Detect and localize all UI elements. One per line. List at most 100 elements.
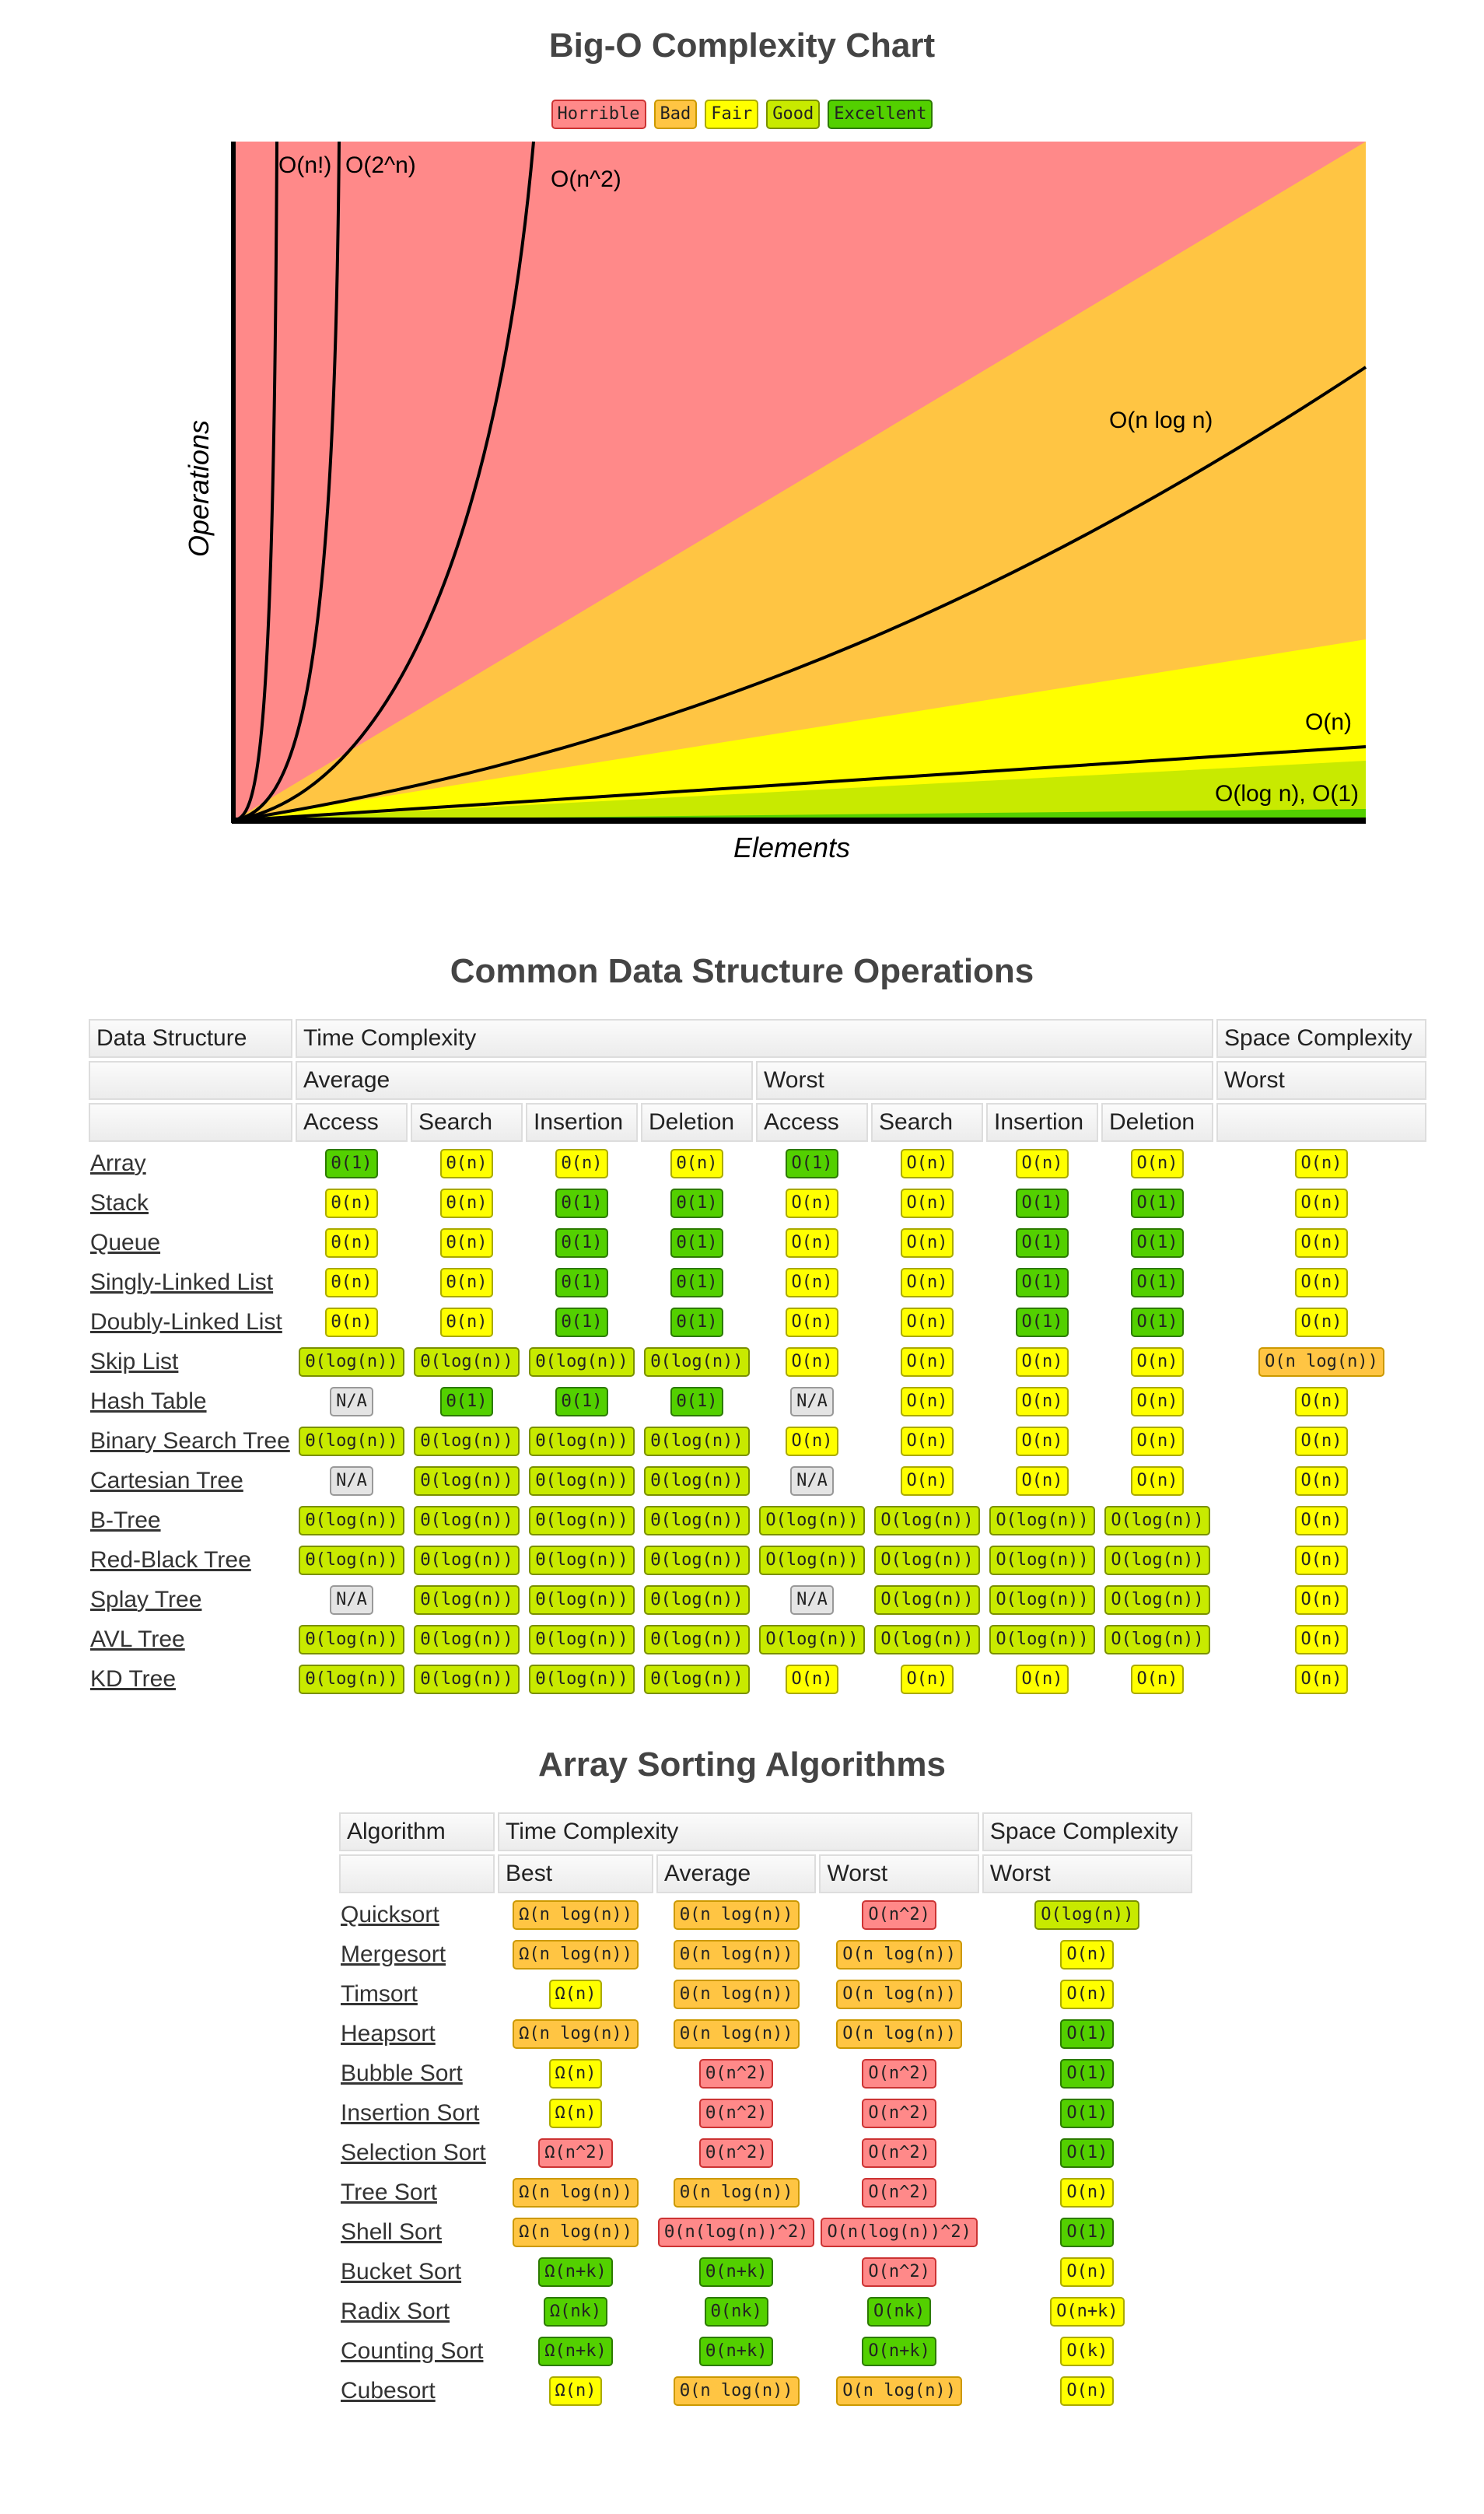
table-row: Counting Sort Ω(n+k) Θ(n+k) O(n+k) O(k) [339, 2333, 1192, 2369]
complexity-badge: N/A [330, 1585, 373, 1615]
complexity-cell: Θ(1) [411, 1383, 523, 1420]
complexity-cell: O(n) [871, 1185, 983, 1221]
complexity-cell: O(n) [871, 1343, 983, 1380]
complexity-cell: O(n) [871, 1224, 983, 1261]
link-singly-linked-list[interactable]: Singly-Linked List [90, 1269, 274, 1295]
link-timsort[interactable]: Timsort [341, 1980, 418, 2007]
legend-good: Good [766, 100, 821, 129]
complexity-badge: Θ(n) [439, 1189, 494, 1218]
table-row: Bucket Sort Ω(n+k) Θ(n+k) O(n^2) O(n) [339, 2253, 1192, 2290]
sorting-table: Algorithm Time Complexity Space Complexi… [336, 1809, 1195, 2412]
complexity-badge: Θ(n(log(n))^2) [658, 2218, 815, 2247]
complexity-cell: Θ(log(n)) [641, 1661, 753, 1697]
complexity-cell: O(n) [1101, 1145, 1213, 1182]
complexity-badge: Θ(n log(n)) [673, 2178, 800, 2208]
complexity-badge: Θ(1) [670, 1228, 724, 1258]
link-skip-list[interactable]: Skip List [90, 1348, 179, 1374]
complexity-badge: O(n) [785, 1347, 839, 1377]
complexity-cell: O(1) [1101, 1264, 1213, 1301]
label-n-squared: O(n^2) [551, 166, 621, 192]
complexity-badge: O(n^2) [862, 2059, 936, 2089]
link-bucket-sort[interactable]: Bucket Sort [341, 2258, 462, 2285]
complexity-badge: Θ(n) [324, 1228, 379, 1258]
complexity-badge: Θ(log(n)) [529, 1665, 635, 1694]
complexity-cell: O(n) [1101, 1343, 1213, 1380]
complexity-badge: O(n) [1294, 1585, 1349, 1615]
complexity-badge: O(1) [1015, 1189, 1069, 1218]
complexity-cell: O(n) [871, 1661, 983, 1697]
complexity-badge: Θ(1) [670, 1308, 724, 1337]
complexity-cell: O(n) [756, 1343, 868, 1380]
link-binary-search-tree[interactable]: Binary Search Tree [90, 1427, 290, 1454]
complexity-badge: Θ(log(n)) [644, 1506, 750, 1535]
link-cubesort[interactable]: Cubesort [341, 2377, 436, 2404]
complexity-cell: Θ(log(n)) [296, 1621, 408, 1658]
link-queue[interactable]: Queue [90, 1229, 161, 1255]
link-doubly-linked-list[interactable]: Doubly-Linked List [90, 1308, 282, 1335]
complexity-badge: O(n^2) [862, 1900, 936, 1930]
complexity-badge: Θ(1) [555, 1189, 609, 1218]
complexity-cell: Θ(log(n)) [526, 1542, 638, 1578]
complexity-cell: Θ(log(n)) [641, 1581, 753, 1618]
link-counting-sort[interactable]: Counting Sort [341, 2337, 484, 2364]
complexity-cell: Θ(1) [526, 1185, 638, 1221]
complexity-cell: Θ(n) [296, 1304, 408, 1340]
complexity-cell: Θ(log(n)) [526, 1423, 638, 1459]
link-mergesort[interactable]: Mergesort [341, 1941, 446, 1967]
link-array[interactable]: Array [90, 1150, 146, 1176]
link-cartesian-tree[interactable]: Cartesian Tree [90, 1467, 243, 1493]
header-search-worst: Search [871, 1103, 983, 1142]
complexity-badge: O(n) [1294, 1427, 1349, 1456]
complexity-cell: O(n) [871, 1145, 983, 1182]
complexity-badge: Ω(n+k) [538, 2257, 613, 2287]
complexity-cell: O(n) [1101, 1661, 1213, 1697]
complexity-badge: O(log(n)) [874, 1625, 980, 1654]
complexity-cell: O(log(n)) [986, 1502, 1098, 1539]
row-name-cell: Cartesian Tree [89, 1462, 292, 1499]
link-red-black-tree[interactable]: Red-Black Tree [90, 1546, 251, 1573]
complexity-badge: O(n) [1130, 1149, 1185, 1178]
complexity-cell: Ω(n log(n)) [498, 1936, 653, 1973]
complexity-badge: Θ(log(n)) [414, 1546, 520, 1575]
complexity-badge: O(1) [1060, 2138, 1115, 2168]
complexity-badge: O(1) [1130, 1308, 1185, 1337]
complexity-badge: O(n) [1130, 1387, 1185, 1416]
link-b-tree[interactable]: B-Tree [90, 1507, 161, 1533]
link-stack[interactable]: Stack [90, 1189, 149, 1216]
complexity-badge: Θ(log(n)) [299, 1506, 404, 1535]
complexity-cell: O(1) [1101, 1224, 1213, 1261]
complexity-cell: Θ(log(n)) [526, 1462, 638, 1499]
complexity-badge: Θ(n) [439, 1149, 494, 1178]
link-selection-sort[interactable]: Selection Sort [341, 2139, 486, 2166]
link-tree-sort[interactable]: Tree Sort [341, 2179, 437, 2205]
link-quicksort[interactable]: Quicksort [341, 1901, 439, 1928]
header-space-worst: Worst [1216, 1061, 1426, 1100]
header-time-complexity: Time Complexity [498, 1812, 979, 1851]
complexity-cell: Θ(log(n)) [641, 1423, 753, 1459]
link-bubble-sort[interactable]: Bubble Sort [341, 2060, 463, 2086]
header-deletion-average: Deletion [641, 1103, 753, 1142]
row-name-cell: Bubble Sort [339, 2055, 495, 2092]
table-row: Skip List Θ(log(n)) Θ(log(n)) Θ(log(n)) Θ(lo… [89, 1343, 1426, 1380]
complexity-cell: Ω(n log(n)) [498, 2015, 653, 2052]
complexity-badge: O(n) [1294, 1466, 1349, 1496]
table-row: Stack Θ(n) Θ(n) Θ(1) Θ(1) O(n) O(n) O(1) O(1) O(n… [89, 1185, 1426, 1221]
link-splay-tree[interactable]: Splay Tree [90, 1586, 202, 1612]
link-insertion-sort[interactable]: Insertion Sort [341, 2099, 480, 2126]
table-row: AVL Tree Θ(log(n)) Θ(log(n)) Θ(log(n)) Θ(log… [89, 1621, 1426, 1658]
header-space-worst: Worst [982, 1854, 1192, 1893]
complexity-cell: Θ(n) [296, 1264, 408, 1301]
complexity-badge: N/A [330, 1466, 373, 1496]
complexity-cell: O(n) [1216, 1383, 1426, 1420]
complexity-cell: O(n log(n)) [819, 1976, 978, 2012]
link-avl-tree[interactable]: AVL Tree [90, 1626, 185, 1652]
link-kd-tree[interactable]: KD Tree [90, 1665, 177, 1692]
complexity-badge: Θ(log(n)) [644, 1427, 750, 1456]
link-radix-sort[interactable]: Radix Sort [341, 2298, 450, 2324]
row-name-cell: Stack [89, 1185, 292, 1221]
complexity-cell: Θ(n) [296, 1185, 408, 1221]
link-shell-sort[interactable]: Shell Sort [341, 2218, 443, 2245]
link-hash-table[interactable]: Hash Table [90, 1388, 207, 1414]
link-heapsort[interactable]: Heapsort [341, 2020, 436, 2047]
complexity-cell: N/A [756, 1581, 868, 1618]
